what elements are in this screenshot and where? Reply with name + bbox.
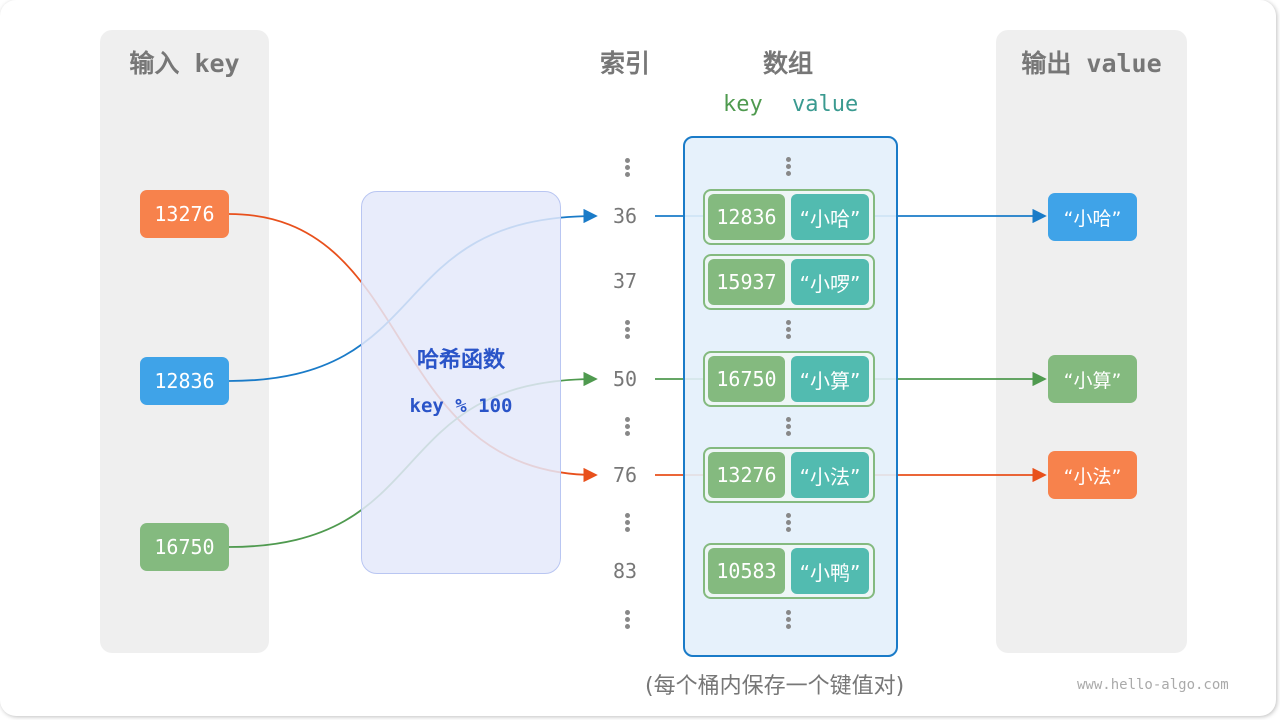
bucket-value: “小算” [791,356,869,402]
ellipsis-icon [625,513,631,534]
array-key-label: key [723,92,763,117]
ellipsis-icon [625,158,631,179]
ellipsis-icon [786,417,792,438]
bucket-key: 15937 [708,259,785,305]
input-key-12836: 12836 [140,357,229,405]
array-value-label: value [792,92,859,117]
bucket-value: “小鸭” [791,548,869,594]
bucket-36: 12836 “小哈” [703,189,875,245]
output-value-xiaosuan: “小算” [1048,355,1137,403]
index-50: 50 [612,367,638,391]
bucket-50: 16750 “小算” [703,351,875,407]
input-header: 输入 key [129,49,240,78]
ellipsis-icon [625,320,631,341]
ellipsis-icon [786,320,792,341]
bucket-value: “小法” [791,452,869,498]
hash-function-formula: key % 100 [409,395,513,417]
ellipsis-icon [786,513,792,534]
index-37: 37 [612,269,638,293]
bucket-37: 15937 “小啰” [703,254,875,310]
bucket-83: 10583 “小鸭” [703,543,875,599]
bucket-key: 13276 [708,452,785,498]
bucket-key: 16750 [708,356,785,402]
bucket-key: 12836 [708,194,785,240]
index-36: 36 [612,204,638,228]
index-header: 索引 [599,49,650,78]
bucket-76: 13276 “小法” [703,447,875,503]
watermark: www.hello-algo.com [1077,677,1229,693]
array-header: 数组 [762,49,813,78]
input-key-13276: 13276 [140,190,229,238]
output-header: 输出 value [1021,49,1162,78]
bucket-value: “小哈” [791,194,869,240]
input-key-16750: 16750 [140,523,229,571]
ellipsis-icon [786,157,792,178]
hash-function-title: 哈希函数 [416,348,505,373]
output-value-xiaoha: “小哈” [1048,193,1137,241]
index-83: 83 [612,559,638,583]
bucket-key: 10583 [708,548,785,594]
output-column [996,30,1187,653]
hash-function-box: 哈希函数 key % 100 [361,191,561,574]
caption: (每个桶内保存一个键值对) [645,674,905,699]
bucket-value: “小啰” [791,259,869,305]
output-value-xiaofa: “小法” [1048,451,1137,499]
ellipsis-icon [625,417,631,438]
index-76: 76 [612,463,638,487]
ellipsis-icon [625,610,631,631]
ellipsis-icon [786,610,792,631]
